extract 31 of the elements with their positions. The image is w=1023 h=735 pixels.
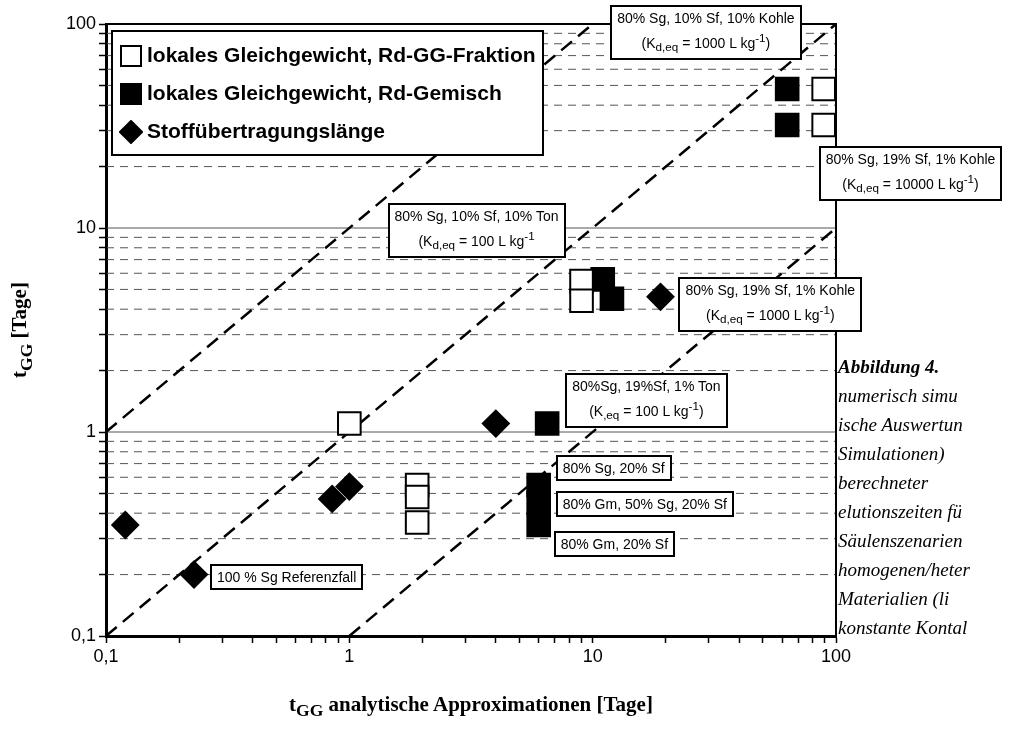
y-tick-label: 1 [85, 420, 96, 441]
annotation: 80% Gm, 20% Sf [553, 531, 676, 557]
text: konstante Kontal [838, 616, 969, 640]
x-tick-label: 10 [582, 645, 603, 666]
annotation: 80% Sg, 19% Sf, 1% Kohle (K$_{d,eq}$ = 1000 L kg$^{-1}$) [678, 276, 863, 333]
annotation: 80% Sg, 10% Sf, 10% Kohle (K$_{d,eq}$ = 1000 L kg$^{-1}$) [610, 5, 802, 61]
x-tick-label: 100 [820, 645, 852, 666]
annotation: 80%Sg, 19%Sf, 1% Ton (K$_{,eq}$ = 100 L kg$^{-1}$) [565, 372, 728, 428]
text: numerisch simu [838, 384, 959, 408]
text: Simulationen) [838, 442, 946, 466]
legend-label: lokales Gleichgewicht, Rd-Gemisch [147, 81, 502, 104]
text: elutionszeiten fü [838, 500, 963, 524]
y-tick-label: 100 [65, 12, 96, 33]
x-tick-label: 0,1 [93, 645, 119, 666]
x-axis-title: t$_{GG}$ analytische Approximationen [Tage] [289, 692, 653, 722]
text: homogenen/heter [838, 558, 970, 582]
annotation: 80% Sg, 19% Sf, 1% Kohle (K$_{d,eq}$ = 10000 L kg$^{-1}$) [818, 145, 1003, 202]
text: Materialien (li [838, 587, 951, 611]
annotation: 100 % Sg Referenzfall [210, 563, 364, 590]
y-tick-label: 0,1 [70, 624, 96, 645]
x-tick-label: 1 [344, 645, 355, 666]
text: Abbildung 4. [838, 355, 941, 379]
legend-label: lokales Gleichgewicht, Rd-GG-Fraktion [147, 43, 536, 66]
text: ische Auswertun [838, 413, 964, 437]
y-tick-label: 10 [75, 216, 96, 237]
annotation: 80% Gm, 50% Sg, 20% Sf [555, 490, 734, 517]
text: berechneter [838, 471, 930, 495]
legend-label: Stoffübertragungslänge [147, 119, 386, 142]
annotation: 80% Sg, 20% Sf [555, 454, 672, 481]
annotation: 80% Sg, 10% Sf, 10% Ton (K$_{d,eq}$ = 100 L kg$^{-1}$ [387, 202, 566, 259]
text: Säulenszenarien [838, 529, 964, 553]
